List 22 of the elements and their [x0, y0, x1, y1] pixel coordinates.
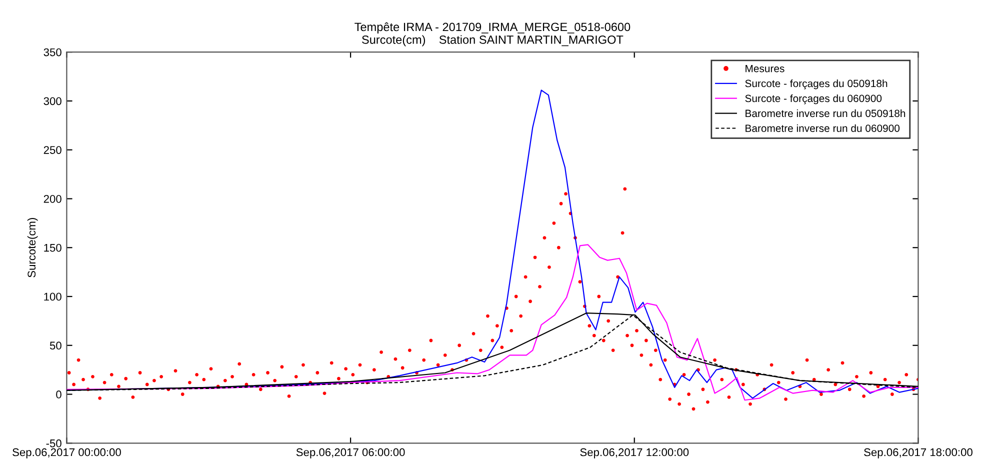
y-tick-label: 100: [44, 292, 62, 301]
y-tick-label: 200: [44, 194, 62, 203]
x-tick-label: Sep.06,2017 06:00:00: [296, 448, 405, 458]
x-tick-label: Sep.06,2017 18:00:00: [864, 448, 972, 458]
legend-label: Barometre inverse run du 050918h: [746, 109, 906, 118]
chart-subtitle: Surcote(cm) Station SAINT MARTIN_MARIGOT: [362, 35, 624, 46]
chart-title: Tempête IRMA - 201709_IRMA_MERGE_0518-0600: [354, 22, 630, 34]
legend-label: Mesures: [746, 64, 784, 72]
y-tick-label: 250: [44, 146, 62, 154]
y-tick-label: -50: [46, 439, 62, 448]
y-tick-label: 0: [56, 390, 62, 398]
x-tick-label: Sep.06,2017 00:00:00: [12, 448, 121, 458]
legend-label: Barometre inverse run du 060900: [746, 124, 900, 132]
legend-label: Surcote - forçages du 060900: [745, 94, 882, 104]
y-tick-label: 350: [44, 48, 62, 56]
legend-label: Surcote - forçages du 050918h: [745, 80, 888, 90]
y-axis-title: Surcote(cm): [27, 218, 38, 278]
y-tick-label: 300: [44, 97, 62, 106]
line-series: [66, 244, 918, 401]
y-tick-label: 50: [50, 342, 62, 350]
x-tick-label: Sep.06,2017 12:00:00: [580, 448, 689, 458]
y-tick-label: 150: [44, 244, 62, 252]
